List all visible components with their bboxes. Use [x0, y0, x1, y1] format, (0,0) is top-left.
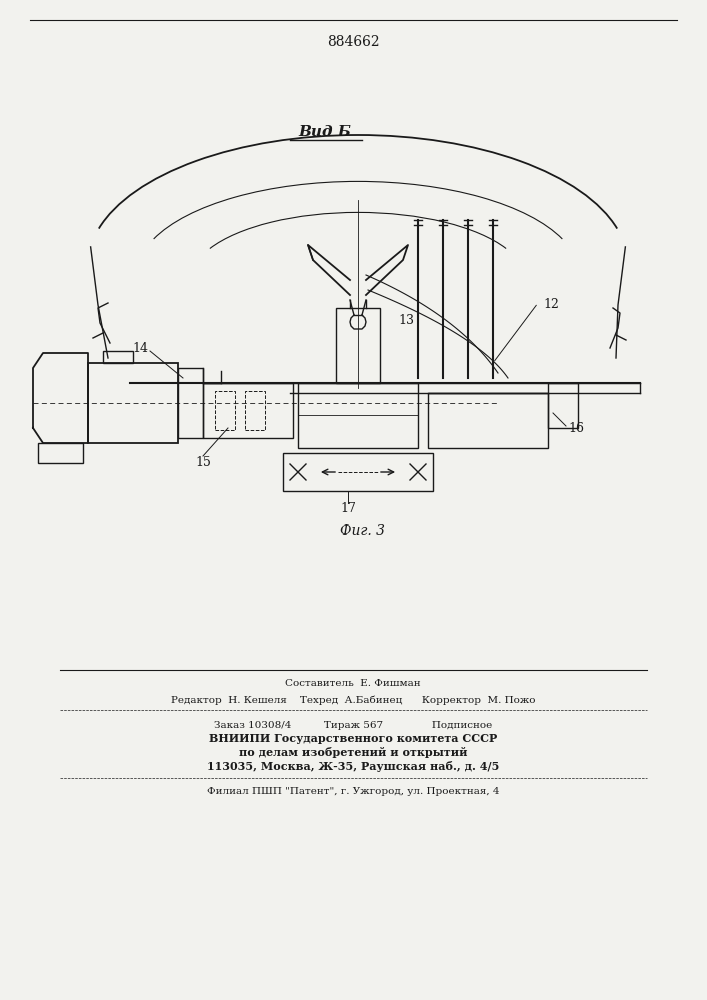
Bar [88, 363, 178, 443]
Bar [283, 453, 433, 491]
Text: Заказ 10308/4          Тираж 567               Подписное: Заказ 10308/4 Тираж 567 Подписное [214, 720, 492, 730]
Text: 13: 13 [398, 314, 414, 326]
Text: Филиал ПШП "Патент", г. Ужгород, ул. Проектная, 4: Филиал ПШП "Патент", г. Ужгород, ул. Про… [206, 788, 499, 796]
Text: Составитель  Е. Фишман: Составитель Е. Фишман [285, 680, 421, 688]
Bar [428, 393, 548, 448]
Text: 12: 12 [543, 298, 559, 312]
Bar [336, 308, 380, 383]
Bar [548, 383, 578, 428]
Text: 16: 16 [568, 422, 584, 434]
Text: по делам изобретений и открытий: по делам изобретений и открытий [239, 748, 467, 758]
Text: ВНИИПИ Государственного комитета СССР: ВНИИПИ Государственного комитета СССР [209, 734, 497, 744]
Text: 14: 14 [132, 342, 148, 355]
Text: Вид Б: Вид Б [298, 125, 351, 139]
Bar [178, 368, 203, 438]
Text: 884662: 884662 [327, 35, 380, 49]
Bar [38, 443, 83, 463]
Text: Фиг. 3: Фиг. 3 [341, 524, 385, 538]
Bar [203, 383, 293, 438]
Bar [215, 391, 235, 430]
Bar [298, 383, 418, 448]
Text: Редактор  Н. Кешеля    Техред  А.Бабинец      Корректор  М. Пожо: Редактор Н. Кешеля Техред А.Бабинец Корр… [171, 695, 535, 705]
Text: 17: 17 [340, 502, 356, 516]
Bar [103, 351, 133, 363]
Text: 15: 15 [195, 456, 211, 470]
Bar [245, 391, 265, 430]
Text: 113035, Москва, Ж-35, Раушская наб., д. 4/5: 113035, Москва, Ж-35, Раушская наб., д. … [207, 762, 499, 772]
